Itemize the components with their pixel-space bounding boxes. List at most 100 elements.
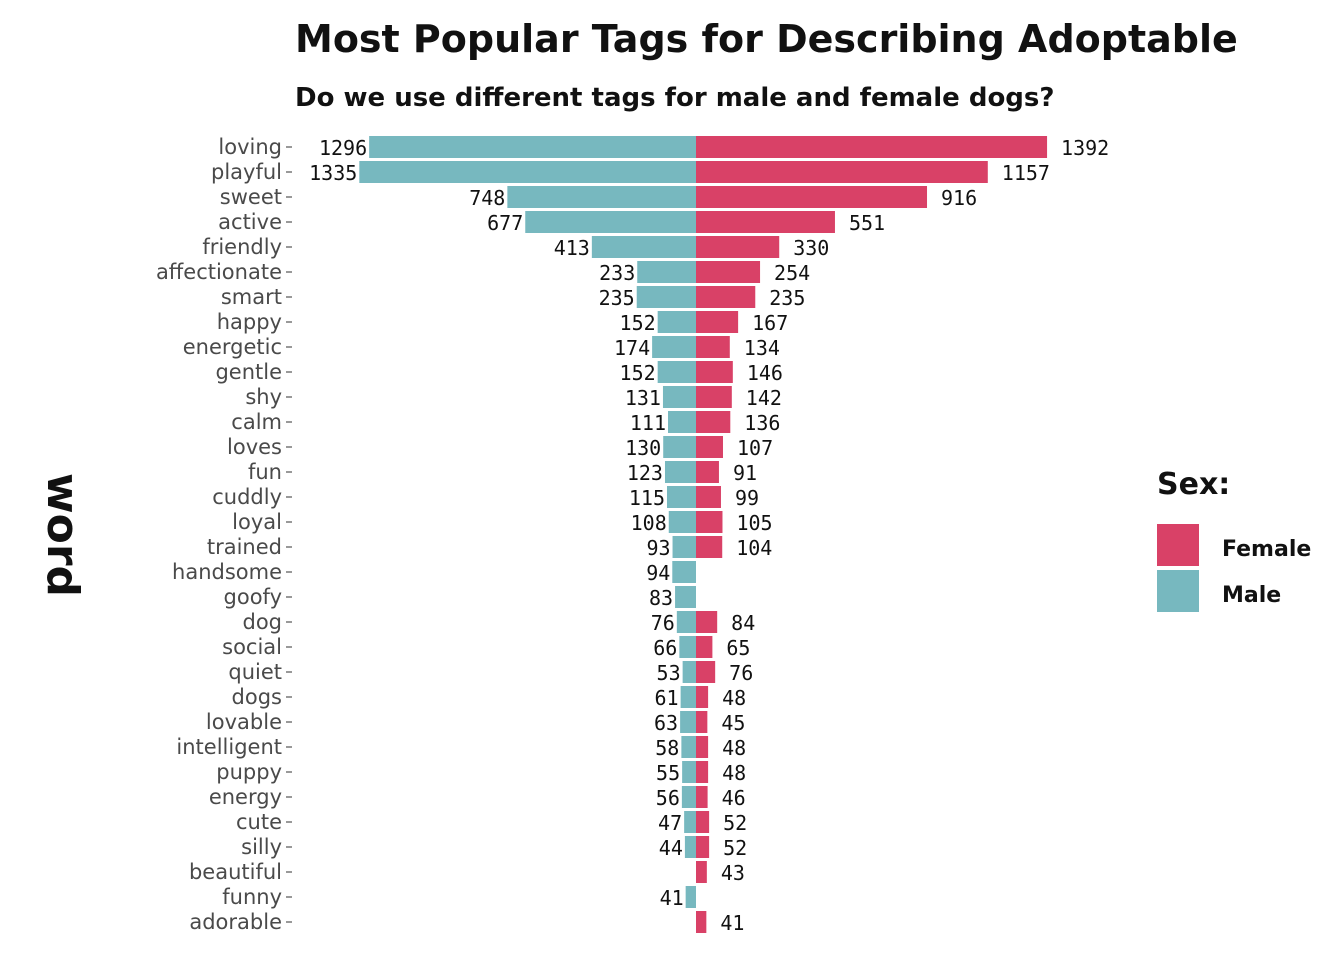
y-axis-label: word: [37, 473, 88, 597]
bar-male-smart: [636, 286, 696, 308]
y-tick-label-cute: cute: [236, 810, 282, 834]
bar-female-loyal: [696, 511, 723, 533]
y-tick-label-lovable: lovable: [206, 710, 282, 734]
y-tick-label-trained: trained: [207, 535, 282, 559]
data-label-female-fun: 91: [733, 461, 757, 485]
y-tick-label-calm: calm: [231, 410, 282, 434]
y-tick-label-happy: happy: [217, 310, 282, 334]
bar-male-funny: [685, 886, 696, 908]
data-label-male-trained: 93: [646, 536, 670, 560]
data-label-male-intelligent: 58: [655, 736, 679, 760]
bar-male-active: [525, 211, 696, 233]
bar-male-loving: [369, 136, 696, 158]
bar-female-puppy: [696, 761, 709, 783]
data-label-male-silly: 44: [659, 836, 683, 860]
data-label-male-friendly: 413: [554, 236, 590, 260]
data-label-male-dogs: 61: [655, 686, 679, 710]
data-label-female-affectionate: 254: [774, 261, 810, 285]
chart-subtitle: Do we use different tags for male and fe…: [295, 83, 1054, 113]
bar-female-cuddly: [696, 486, 721, 508]
bar-female-active: [696, 211, 835, 233]
bar-male-loyal: [668, 511, 696, 533]
data-label-female-social: 65: [726, 636, 750, 660]
bar-male-dogs: [680, 686, 696, 708]
bar-female-beautiful: [696, 861, 707, 883]
bar-female-friendly: [696, 236, 780, 258]
bar-male-happy: [657, 311, 696, 333]
bar-male-silly: [684, 836, 696, 858]
y-tick-label-dogs: dogs: [232, 685, 282, 709]
bar-female-quiet: [696, 661, 716, 683]
y-tick-label-shy: shy: [245, 385, 282, 409]
bar-male-affectionate: [637, 261, 696, 283]
bar-female-dog: [696, 611, 718, 633]
y-tick-label-loyal: loyal: [232, 510, 282, 534]
bar-female-fun: [696, 461, 719, 483]
y-tick-label-loving: loving: [218, 135, 282, 159]
bars: [359, 136, 1048, 933]
y-tick-label-fun: fun: [248, 460, 282, 484]
data-label-female-cute: 52: [723, 811, 747, 835]
data-label-male-fun: 123: [627, 461, 663, 485]
y-tick-label-gentle: gentle: [215, 360, 282, 384]
data-label-male-gentle: 152: [620, 361, 656, 385]
data-label-male-goofy: 83: [649, 586, 673, 610]
data-label-male-lovable: 63: [654, 711, 678, 735]
bar-female-shy: [696, 386, 732, 408]
bar-female-playful: [696, 161, 988, 183]
y-axis-ticks: lovingplayfulsweetactivefriendlyaffectio…: [156, 135, 292, 934]
y-tick-label-social: social: [222, 635, 282, 659]
data-label-female-loves: 107: [737, 436, 773, 460]
bar-male-calm: [668, 411, 696, 433]
bar-female-smart: [696, 286, 756, 308]
data-label-male-affectionate: 233: [599, 261, 635, 285]
data-label-male-shy: 131: [625, 386, 661, 410]
data-label-female-smart: 235: [769, 286, 805, 310]
data-label-female-loving: 1392: [1061, 136, 1109, 160]
data-label-female-gentle: 146: [747, 361, 783, 385]
data-labels: 1296 1392 1335 1157 748 916 677 551 413 330 233 254…: [309, 136, 1109, 935]
y-tick-label-adorable: adorable: [189, 910, 282, 934]
data-label-male-happy: 152: [620, 311, 656, 335]
y-tick-label-silly: silly: [241, 835, 282, 859]
y-tick-label-energetic: energetic: [183, 335, 282, 359]
bar-female-adorable: [696, 911, 707, 933]
bar-female-energetic: [696, 336, 730, 358]
legend-label-male: Male: [1222, 583, 1281, 608]
bar-male-intelligent: [681, 736, 696, 758]
data-label-female-calm: 136: [744, 411, 780, 435]
bar-male-quiet: [682, 661, 696, 683]
data-label-male-energy: 56: [656, 786, 680, 810]
data-label-male-social: 66: [653, 636, 677, 660]
y-tick-label-playful: playful: [211, 160, 282, 184]
bar-female-sweet: [696, 186, 928, 208]
legend-label-female: Female: [1222, 537, 1311, 562]
data-label-female-friendly: 330: [793, 236, 829, 260]
data-label-female-intelligent: 48: [722, 736, 746, 760]
y-tick-label-sweet: sweet: [220, 185, 282, 209]
data-label-female-energy: 46: [722, 786, 746, 810]
data-label-female-cuddly: 99: [735, 486, 759, 510]
bar-male-lovable: [680, 711, 696, 733]
bar-female-lovable: [696, 711, 708, 733]
data-label-male-loves: 130: [625, 436, 661, 460]
y-tick-label-loves: loves: [227, 435, 282, 459]
data-label-female-energetic: 134: [744, 336, 780, 360]
data-label-female-puppy: 48: [722, 761, 746, 785]
legend-swatch-male: [1157, 570, 1199, 612]
y-tick-label-beautiful: beautiful: [189, 860, 282, 884]
data-label-female-dogs: 48: [722, 686, 746, 710]
bar-male-gentle: [657, 361, 696, 383]
y-tick-label-smart: smart: [221, 285, 282, 309]
data-label-male-puppy: 55: [656, 761, 680, 785]
legend-title: Sex:: [1157, 467, 1230, 502]
data-label-male-handsome: 94: [646, 561, 670, 585]
bar-male-cute: [684, 811, 696, 833]
bar-male-playful: [359, 161, 696, 183]
data-label-female-beautiful: 43: [721, 861, 745, 885]
data-label-female-trained: 104: [736, 536, 772, 560]
data-label-male-active: 677: [487, 211, 523, 235]
bar-female-silly: [696, 836, 710, 858]
y-tick-label-handsome: handsome: [172, 560, 282, 584]
